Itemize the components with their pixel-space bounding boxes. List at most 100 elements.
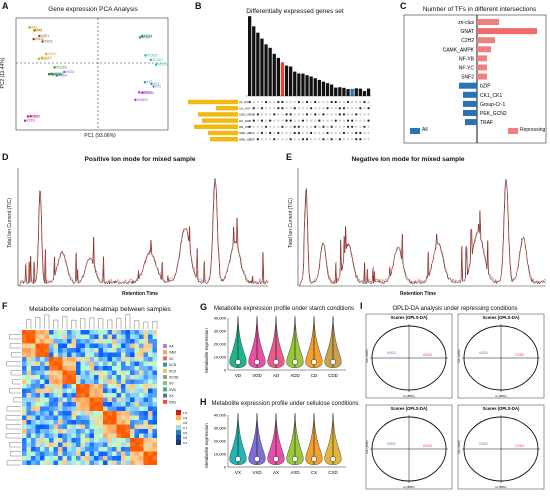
heatmap-cell [125,339,130,344]
heatmap-cell [116,357,121,362]
heatmap-cell [116,424,121,429]
pca-point-label: XX3 [146,80,152,84]
heatmap-legend-swatch [163,356,167,361]
heatmap-cell [85,357,90,362]
upset-dot [252,138,255,141]
heatmap-cell [35,402,40,407]
heatmap-cell [85,370,90,375]
heatmap-cell [49,343,54,348]
heatmap-cell [139,447,144,452]
tf-bar-label: CK1_CK1 [480,93,502,99]
upset-bar [252,26,256,97]
upset-dot [359,100,362,104]
heatmap-cell [152,411,157,416]
heatmap-cell [125,433,130,438]
heatmap-cell [49,433,54,438]
heatmap-cell [67,451,72,456]
heatmap-legend-swatch [163,393,167,398]
upset-dot [297,100,300,104]
heatmap-cell [71,447,76,452]
heatmap-cell [130,420,135,425]
heatmap-cell [62,370,67,375]
heatmap-cell [94,451,99,456]
upset-dot [322,131,325,135]
heatmap-cell [58,334,63,339]
heatmap-cell [112,438,117,443]
upset-dot [363,131,366,135]
heatmap-cell [152,424,157,429]
heatmap-cell [58,402,63,407]
upset-dot [330,113,333,116]
heatmap-cell [53,384,58,389]
heatmap-cell [143,339,148,344]
heatmap-cell [139,339,144,344]
heatmap-cell [53,370,58,375]
heatmap-cell [107,429,112,434]
heatmap-cell [80,370,85,375]
pca-point [138,36,142,39]
heatmap-cell [116,366,121,371]
upset-dot [301,113,305,116]
heatmap-cell [121,438,126,443]
heatmap-cell [35,348,40,353]
heatmap-cell [107,334,112,339]
heatmap-cell [116,415,121,420]
pca-point [45,52,48,56]
heatmap-cell [85,379,90,384]
heatmap-cell [85,384,90,389]
heatmap-cell [152,361,157,366]
upset-dot [281,107,284,110]
heatmap-cell [89,366,94,371]
heatmap-cell [85,406,90,411]
legend-rep-swatch [508,128,518,134]
upset-dot [273,125,276,128]
pca-point [29,115,32,118]
heatmap-cell [103,424,108,429]
violin-category-label: VX [235,470,241,475]
upset-dot [273,107,276,110]
panel-letter-a: A [2,1,9,11]
heatmap-cell [107,411,112,416]
heatmap-cell [80,442,85,447]
upset-set-bar [202,118,238,123]
upset-dot [318,138,321,141]
upset-dot [367,100,370,104]
upset-dot [346,138,350,141]
heatmap-cell [58,397,63,402]
tf-bar-label: CAMK_AMPK [443,47,475,53]
heatmap-cell [22,402,27,407]
upset-dot [338,100,341,104]
upset-dot [293,131,296,135]
heatmap-cell [62,415,67,420]
heatmap-cell [121,366,126,371]
upset-bar [330,84,334,96]
heatmap-cell [125,361,130,366]
upset-dot [355,131,358,135]
heatmap-cell [71,348,76,353]
heatmap-cell [139,397,144,402]
heatmap-cell [89,348,94,353]
upset-dot [314,100,317,104]
heatmap-cell [58,460,63,465]
heatmap-cell [148,442,153,447]
heatmap-scale-label: 0.6 [183,431,188,435]
heatmap-cell [134,456,139,461]
violin-ytick: 30,000 [214,329,227,334]
heatmap-cell [94,397,99,402]
upset-dot [293,125,296,128]
upset-dot [248,138,251,141]
heatmap-cell [139,343,144,348]
heatmap-cell [152,357,157,362]
heatmap-cell [85,415,90,420]
heatmap-cell [53,357,58,362]
upset-dot [256,100,259,104]
heatmap-cell [85,375,90,380]
upset-dot [334,138,337,141]
tf-plot: zn-clus GNAT C2H2 CAMK_AMPK NF-YB NF-YC SNF2 bZ… [403,14,547,144]
heatmap-cell [125,415,130,420]
heatmap-cell [80,339,85,344]
heatmap-cell [62,406,67,411]
upset-dot [260,138,264,141]
pca-point-label: XXD2 [35,37,44,41]
heatmap-cell [130,334,135,339]
